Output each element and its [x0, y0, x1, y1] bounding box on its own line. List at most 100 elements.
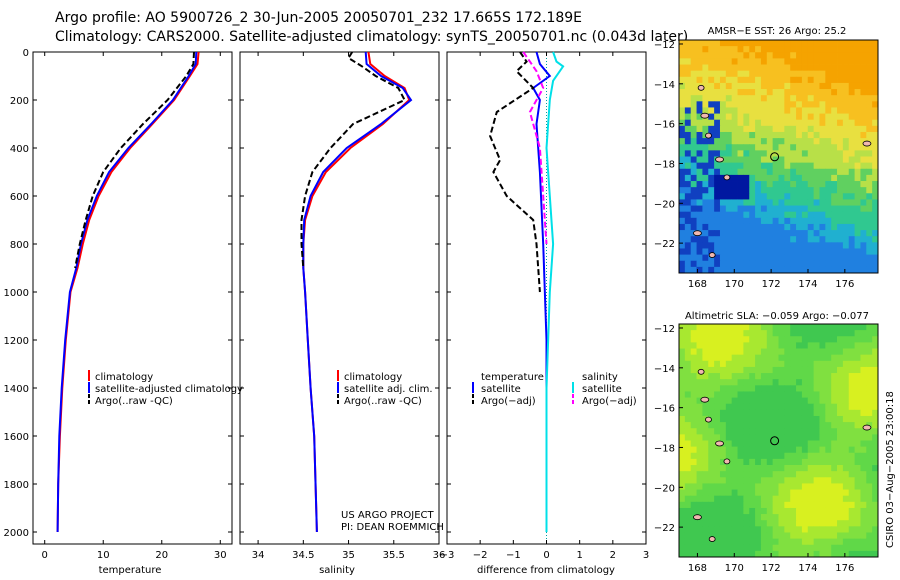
salinity-xlabel: salinity — [319, 565, 355, 576]
map-cell — [831, 89, 838, 96]
map-cell — [684, 495, 692, 503]
map-cell — [866, 495, 873, 503]
map-cell — [819, 70, 826, 78]
map-cell — [719, 360, 727, 368]
map-cell — [860, 354, 867, 362]
map-cell — [784, 514, 791, 521]
map-cell — [725, 211, 733, 219]
island-shape — [705, 132, 712, 139]
map-cell — [696, 483, 703, 490]
map-cell — [790, 248, 797, 255]
map-cell — [790, 342, 797, 349]
map-cell — [749, 483, 756, 490]
map-cell — [702, 526, 709, 533]
map-cell — [714, 373, 721, 380]
map-cell — [766, 550, 774, 558]
map-cell — [807, 415, 815, 423]
map-cell — [848, 64, 855, 72]
map-cell — [690, 162, 697, 170]
map-cell — [772, 483, 779, 490]
map-cell — [842, 193, 850, 200]
map-cell — [684, 82, 692, 90]
map-cell — [714, 58, 721, 65]
map-cell — [807, 260, 815, 268]
map-cell — [708, 446, 715, 454]
map-cell — [796, 434, 803, 441]
map-cell — [825, 46, 832, 53]
map-cell — [684, 422, 692, 429]
map-cell — [772, 119, 779, 127]
map-cell — [837, 107, 844, 114]
map-cell — [743, 150, 750, 157]
map-cell — [825, 260, 832, 268]
map-cell — [872, 446, 879, 454]
map-cell — [825, 348, 832, 356]
map-cell — [772, 266, 779, 274]
map-cell — [696, 260, 703, 268]
map-cell — [807, 324, 815, 331]
map-cell — [760, 373, 768, 380]
map-cell — [854, 205, 861, 213]
map-cell — [842, 174, 850, 182]
map-cell — [772, 403, 779, 411]
map-cell — [696, 101, 703, 108]
map-cell — [854, 199, 861, 206]
map-cell — [749, 174, 756, 182]
map-cell — [766, 187, 774, 194]
map-cell — [860, 138, 867, 145]
map-cell — [760, 211, 768, 219]
map-cell — [831, 64, 838, 72]
map-cell — [696, 131, 703, 139]
map-cell — [866, 550, 873, 558]
map-cell — [854, 131, 861, 139]
map-cell — [737, 174, 744, 182]
map-cell — [854, 391, 861, 398]
map-cell — [872, 422, 879, 429]
map-cell — [796, 230, 803, 237]
map-cell — [766, 465, 774, 472]
map-cell — [801, 46, 809, 53]
map-cell — [801, 342, 809, 349]
map-cell — [725, 223, 733, 231]
map-cell — [708, 514, 715, 521]
map-cell — [866, 544, 873, 552]
map-cell — [696, 266, 703, 274]
map-cell — [784, 181, 791, 188]
map-cell — [854, 397, 861, 405]
map-cell — [702, 446, 709, 454]
map-cell — [714, 415, 721, 423]
map-cell — [772, 248, 779, 255]
map-cell — [813, 76, 820, 84]
map-cell — [842, 391, 850, 398]
map-cell — [784, 385, 791, 392]
map-cell — [807, 205, 815, 213]
map-cell — [848, 150, 855, 157]
map-cell — [778, 514, 785, 521]
map-cell — [737, 125, 744, 133]
map-cell — [708, 507, 715, 515]
map-cell — [766, 70, 774, 78]
map-cell — [760, 483, 768, 490]
map-cell — [801, 199, 809, 206]
map-cell — [837, 230, 844, 237]
map-cell — [866, 415, 873, 423]
map-cell — [819, 465, 826, 472]
map-cell — [760, 131, 768, 139]
map-cell — [749, 544, 756, 552]
map-cell — [684, 174, 692, 182]
map-cell — [719, 422, 727, 429]
map-cell — [772, 520, 779, 527]
map-cell — [690, 107, 697, 114]
map-cell — [719, 520, 727, 527]
map-cell — [755, 254, 762, 262]
map-cell — [825, 119, 832, 127]
map-cell — [819, 458, 826, 466]
map-cell — [684, 336, 692, 343]
map-cell — [860, 324, 867, 331]
map-cell — [708, 58, 715, 65]
map-cell — [708, 150, 715, 157]
map-cell — [766, 76, 774, 84]
map-cell — [784, 465, 791, 472]
map-cell — [831, 162, 838, 170]
map-cell — [749, 330, 756, 337]
